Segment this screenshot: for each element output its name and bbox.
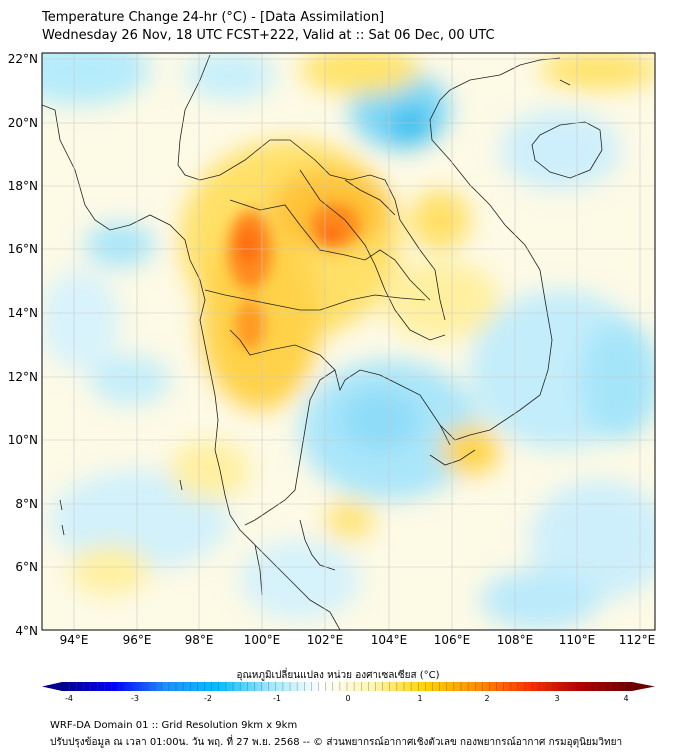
lat-label: 12°N [7,370,38,384]
plot-frame [41,52,656,631]
lat-label: 10°N [7,433,38,447]
lon-label: 96°E [122,633,152,647]
lat-label: 8°N [15,497,38,511]
lat-label: 6°N [15,560,38,574]
colorbar-tick: -1 [273,694,281,703]
lon-label: 106°E [433,633,471,647]
colorbar-tick: -4 [65,694,73,703]
lat-label: 16°N [7,242,38,256]
lat-label: 18°N [7,179,38,193]
lat-label: 22°N [7,52,38,66]
lon-label: 112°E [618,633,656,647]
graticule [42,53,655,630]
colorbar-tick: 0 [345,694,351,703]
lon-label: 94°E [59,633,89,647]
colorbar-tick: 2 [484,694,490,703]
temperature-field [42,53,655,630]
colorbar-tick: -3 [131,694,139,703]
map-title: Temperature Change 24-hr (°C) - [Data As… [42,10,385,25]
lon-label: 98°E [184,633,214,647]
footer-credits: ปรับปรุงข้อมูล ณ เวลา 01:00น. วัน พฤ. ที… [50,737,623,748]
colorbar [42,682,655,691]
map-subtitle: Wednesday 26 Nov, 18 UTC FCST+222, Valid… [42,28,495,43]
colorbar-tick: 4 [623,694,629,703]
coastlines [42,54,603,630]
footer-model-info: WRF-DA Domain 01 :: Grid Resolution 9km … [50,720,298,731]
lon-label: 100°E [243,633,281,647]
lat-label: 4°N [15,624,38,638]
colorbar-tick: -2 [204,694,212,703]
lon-label: 102°E [306,633,344,647]
lon-label: 108°E [496,633,534,647]
lon-label: 104°E [370,633,408,647]
lat-label: 14°N [7,306,38,320]
colorbar-tick: 3 [554,694,560,703]
colorbar-title: อุณหภูมิเปลี่ยนแปลง หน่วย องศาเซลเซียส (… [236,670,440,681]
lat-label: 20°N [7,116,38,130]
lon-label: 110°E [558,633,596,647]
colorbar-tick: 1 [417,694,423,703]
